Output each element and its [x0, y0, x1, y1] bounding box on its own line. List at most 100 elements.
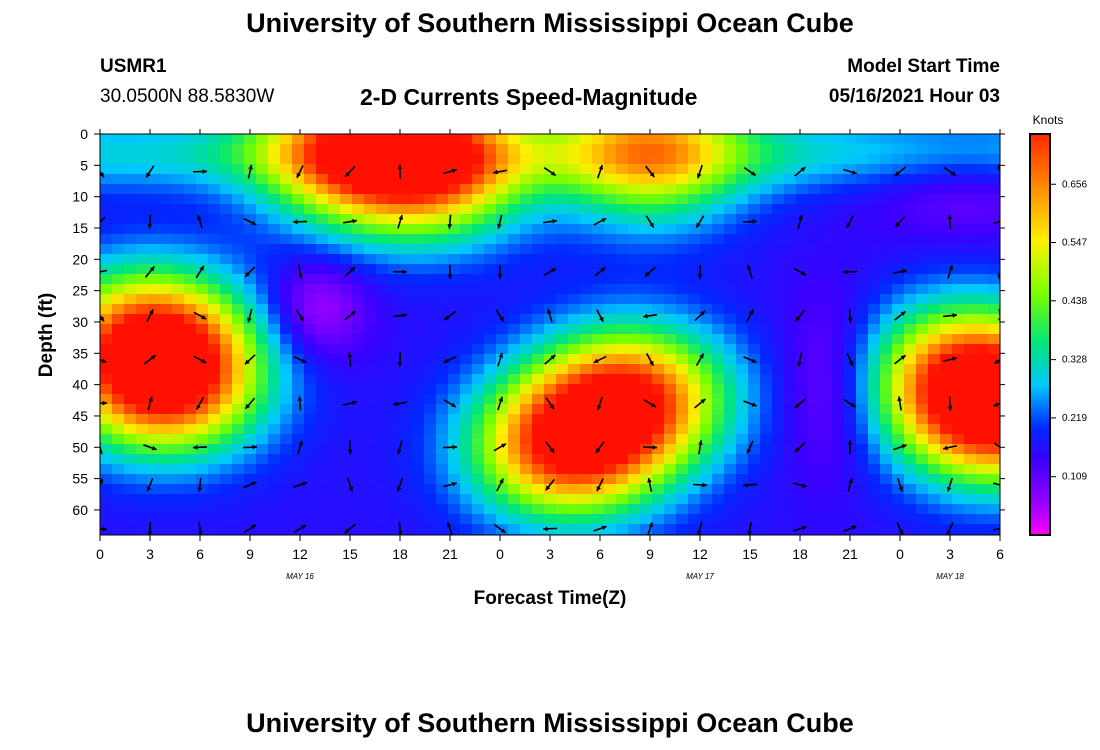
heatmap-cell — [724, 184, 737, 195]
heatmap-cell — [544, 134, 557, 145]
heatmap-cell — [292, 514, 305, 525]
heatmap-cell — [928, 224, 941, 235]
heatmap-cell — [256, 304, 269, 315]
heatmap-cell — [868, 164, 881, 175]
heatmap-cell — [256, 184, 269, 195]
heatmap-cell — [376, 504, 389, 515]
heatmap-cell — [412, 234, 425, 245]
heatmap-cell — [328, 424, 341, 435]
heatmap-cell — [364, 234, 377, 245]
heatmap-cell — [844, 234, 857, 245]
current-arrow — [543, 267, 557, 276]
current-arrow — [100, 478, 104, 488]
heatmap-cell — [772, 474, 785, 485]
heatmap-cell — [448, 494, 461, 505]
heatmap-cell — [412, 184, 425, 195]
heatmap-cell — [628, 514, 641, 525]
current-arrow — [497, 352, 504, 367]
heatmap-cell — [100, 314, 113, 325]
heatmap-cell — [220, 364, 233, 375]
heatmap-cell — [172, 214, 185, 225]
heatmap-cell — [568, 524, 581, 535]
heatmap-cell — [376, 194, 389, 205]
current-arrow — [593, 217, 607, 226]
heatmap-cell — [112, 154, 125, 165]
heatmap-cell — [184, 344, 197, 355]
heatmap-cell — [172, 504, 185, 515]
heatmap-cell — [196, 364, 209, 375]
heatmap-cell — [640, 164, 653, 175]
heatmap-cell — [664, 134, 677, 145]
heatmap-cell — [880, 264, 893, 275]
heatmap-cell — [664, 514, 677, 525]
heatmap-cell — [856, 524, 869, 535]
heatmap-cell — [436, 434, 449, 445]
heatmap-cell — [208, 214, 221, 225]
heatmap-cell — [316, 344, 329, 355]
heatmap-cell — [424, 394, 437, 405]
heatmap-cell — [796, 534, 809, 535]
heatmap-cell — [844, 324, 857, 335]
heatmap-cell — [796, 374, 809, 385]
heatmap-cell — [916, 414, 929, 425]
heatmap-cell — [664, 524, 677, 535]
heatmap-cell — [832, 424, 845, 435]
heatmap-cell — [784, 324, 797, 335]
heatmap-cell — [424, 134, 437, 145]
heatmap-cell — [820, 394, 833, 405]
heatmap-cell — [136, 374, 149, 385]
heatmap-cell — [280, 424, 293, 435]
heatmap-cell — [148, 324, 161, 335]
heatmap-cell — [208, 454, 221, 465]
heatmap-cell — [568, 164, 581, 175]
heatmap-cell — [964, 294, 977, 305]
heatmap-cell — [256, 214, 269, 225]
heatmap-cell — [232, 354, 245, 365]
heatmap-cell — [532, 414, 545, 425]
heatmap-cell — [280, 174, 293, 185]
heatmap-cell — [880, 484, 893, 495]
heatmap-cell — [832, 144, 845, 155]
heatmap-cell — [124, 204, 137, 215]
heatmap-cell — [928, 234, 941, 245]
heatmap-cell — [556, 344, 569, 355]
current-arrow — [896, 522, 904, 535]
current-arrow — [442, 444, 458, 450]
heatmap-cell — [640, 134, 653, 145]
heatmap-cell — [976, 494, 989, 505]
heatmap-cell — [208, 184, 221, 195]
heatmap-cell — [532, 234, 545, 245]
heatmap-cell — [808, 404, 821, 415]
heatmap-cell — [880, 234, 893, 245]
heatmap-cell — [364, 364, 377, 375]
heatmap-cell — [376, 314, 389, 325]
heatmap-cell — [592, 304, 605, 315]
heatmap-cell — [916, 144, 929, 155]
heatmap-cell — [508, 224, 521, 235]
heatmap-cell — [388, 354, 401, 365]
heatmap-cell — [400, 334, 413, 345]
heatmap-cell — [100, 464, 113, 475]
heatmap-cell — [784, 524, 797, 535]
heatmap-cell — [448, 204, 461, 215]
heatmap-cell — [244, 194, 257, 205]
heatmap-cell — [520, 414, 533, 425]
heatmap-cell — [532, 294, 545, 305]
heatmap-cell — [676, 324, 689, 335]
current-arrow — [397, 164, 403, 179]
heatmap-cell — [616, 324, 629, 335]
heatmap-cell — [328, 534, 341, 535]
heatmap-cell — [124, 464, 137, 475]
heatmap-cell — [496, 214, 509, 225]
heatmap-cell — [784, 464, 797, 475]
heatmap-cell — [280, 144, 293, 155]
heatmap-cell — [184, 224, 197, 235]
heatmap-cell — [808, 434, 821, 445]
heatmap-cell — [172, 384, 185, 395]
heatmap-cell — [112, 494, 125, 505]
heatmap-cell — [340, 414, 353, 425]
heatmap-cell — [316, 304, 329, 315]
heatmap-cell — [532, 424, 545, 435]
heatmap-cell — [736, 264, 749, 275]
heatmap-cell — [208, 294, 221, 305]
